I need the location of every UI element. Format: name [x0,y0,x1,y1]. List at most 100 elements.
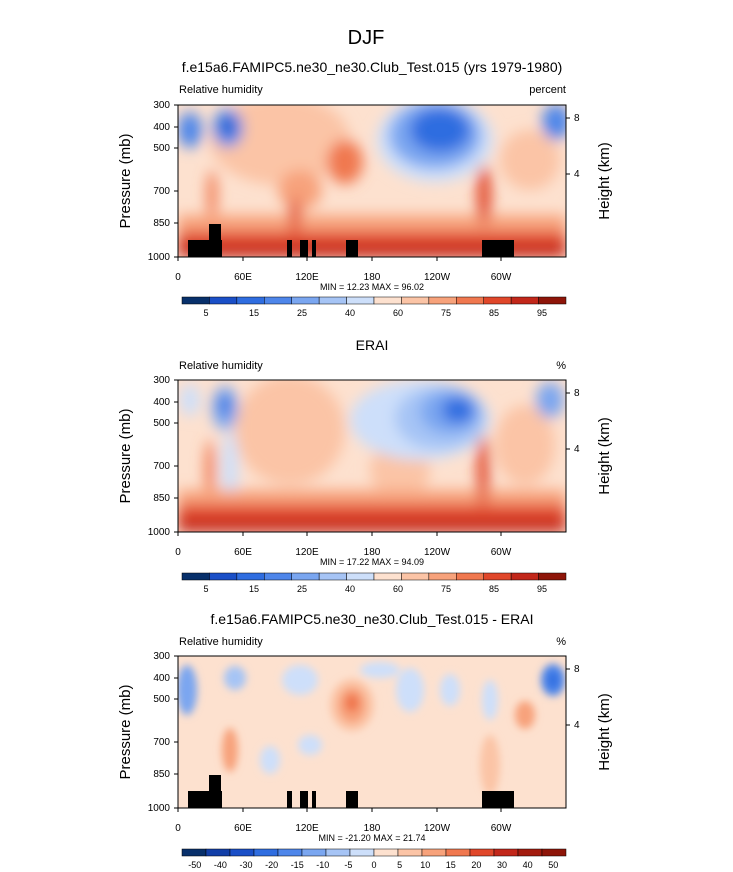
colorbar-label: 95 [537,584,547,594]
colorbar-swatch [445,848,471,857]
panel-1-left-label: Relative humidity [179,84,263,96]
panel-1-x-ticks: 0 60E 120E 180 120W 60W [175,272,512,283]
colorbar-label: 40 [523,860,533,870]
colorbar-label: 60 [393,308,403,318]
y-tick-label: 300 [153,375,170,386]
y-tick-label: 700 [153,461,170,472]
y-tick-label: 850 [153,493,170,504]
panel-1-ylabel: Pressure (mb) [117,133,134,228]
colorbar-swatch [277,848,303,857]
colorbar-swatch [264,572,292,581]
panel-1: f.e15a6.FAMIPC5.ne30_ne30.Club_Test.015 … [117,59,613,318]
y-right-tick-label: 4 [574,720,580,731]
colorbar-label: 40 [345,584,355,594]
colorbar-label: 15 [249,584,259,594]
colorbar-swatch [229,848,255,857]
y-tick-label: 700 [153,186,170,197]
panel-1-ylabel-right: Height (km) [596,142,613,220]
panel-3-colorbar: -50 -40 -30 -20 -15 -10 -5 0 5 10 15 20 30 40 50 [181,848,567,870]
panel-1-right-label: percent [529,84,566,96]
colorbar-swatch [318,572,347,581]
colorbar-label: 95 [537,308,547,318]
colorbar-swatch [428,296,457,305]
y-tick-label: 300 [153,651,170,662]
colorbar-label: 25 [297,308,307,318]
panel-1-minmax: MIN = 12.23 MAX = 96.02 [320,282,424,292]
colorbar-swatch [209,296,238,305]
panel-2-x-ticks: 0 60E 120E 180 120W 60W [175,547,512,558]
colorbar-swatch [346,572,375,581]
x-tick-label: 120W [424,547,451,558]
colorbar-swatch [301,848,327,857]
panel-3-minmax: MIN = -21.20 MAX = 21.74 [318,833,425,843]
colorbar-label: -40 [214,860,227,870]
panel-3-left-label: Relative humidity [179,636,263,648]
x-tick-label: 120W [424,272,451,283]
x-tick-label: 60E [234,823,252,834]
colorbar-swatch [181,848,207,857]
panel-2-colorbar: 5 15 25 40 60 75 85 95 [181,572,567,594]
colorbar-swatch [349,848,375,857]
panel-3-right-label: % [556,636,566,648]
colorbar-swatch [541,848,567,857]
figure-title: DJF [348,27,385,49]
colorbar-label: 15 [446,860,456,870]
panel-1-land-mask [188,224,514,257]
colorbar-swatch [373,296,402,305]
colorbar-label: 60 [393,584,403,594]
y-tick-label: 850 [153,218,170,229]
panel-2-ylabel: Pressure (mb) [117,408,134,503]
colorbar-label: 75 [441,584,451,594]
panel-1-colorbar: 5 15 25 40 60 75 85 95 [181,296,567,318]
y-tick-label: 400 [153,673,170,684]
panel-3-y-ticks: 300 400 500 700 850 1000 8 4 [148,651,580,814]
y-tick-label: 1000 [148,527,171,538]
colorbar-label: 85 [489,308,499,318]
colorbar-label: 15 [249,308,259,318]
panel-3-land-mask [188,775,514,808]
colorbar-swatch [493,848,519,857]
y-tick-label: 400 [153,397,170,408]
panel-2-ylabel-right: Height (km) [596,417,613,495]
colorbar-swatch [291,296,320,305]
colorbar-label: -20 [265,860,278,870]
colorbar-swatch [456,296,484,305]
colorbar-swatch [401,296,430,305]
x-tick-label: 60W [491,272,512,283]
colorbar-swatch [510,296,539,305]
y-right-tick-label: 8 [574,664,580,675]
colorbar-swatch [346,296,375,305]
colorbar-label: -15 [291,860,304,870]
colorbar-label: 5 [203,584,208,594]
y-tick-label: 300 [153,100,170,111]
x-tick-label: 60W [491,823,512,834]
y-tick-label: 850 [153,769,170,780]
colorbar-swatch [428,572,457,581]
y-tick-label: 500 [153,694,170,705]
x-tick-label: 120E [295,272,319,283]
colorbar-swatch [181,572,210,581]
y-tick-label: 700 [153,737,170,748]
colorbar-swatch [483,296,512,305]
panel-1-y-ticks: 300 400 500 700 850 1000 8 4 [148,100,580,263]
colorbar-swatch [209,572,238,581]
colorbar-label: 40 [345,308,355,318]
x-tick-label: 60E [234,272,252,283]
x-tick-label: 120E [295,823,319,834]
colorbar-swatch [264,296,292,305]
panel-1-y-axis [174,104,570,258]
colorbar-swatch [483,572,512,581]
panel-3: f.e15a6.FAMIPC5.ne30_ne30.Club_Test.015 … [117,611,613,870]
panel-2-left-label: Relative humidity [179,360,263,372]
colorbar-swatch [253,848,279,857]
y-right-tick-label: 4 [574,169,580,180]
y-tick-label: 400 [153,122,170,133]
colorbar-swatch [181,296,210,305]
x-tick-label: 0 [175,547,181,558]
colorbar-label: 5 [203,308,208,318]
panel-2-x-axis [177,532,502,536]
colorbar-swatch [421,848,447,857]
y-right-tick-label: 8 [574,388,580,399]
panel-3-ylabel-right: Height (km) [596,693,613,771]
x-tick-label: 120W [424,823,451,834]
